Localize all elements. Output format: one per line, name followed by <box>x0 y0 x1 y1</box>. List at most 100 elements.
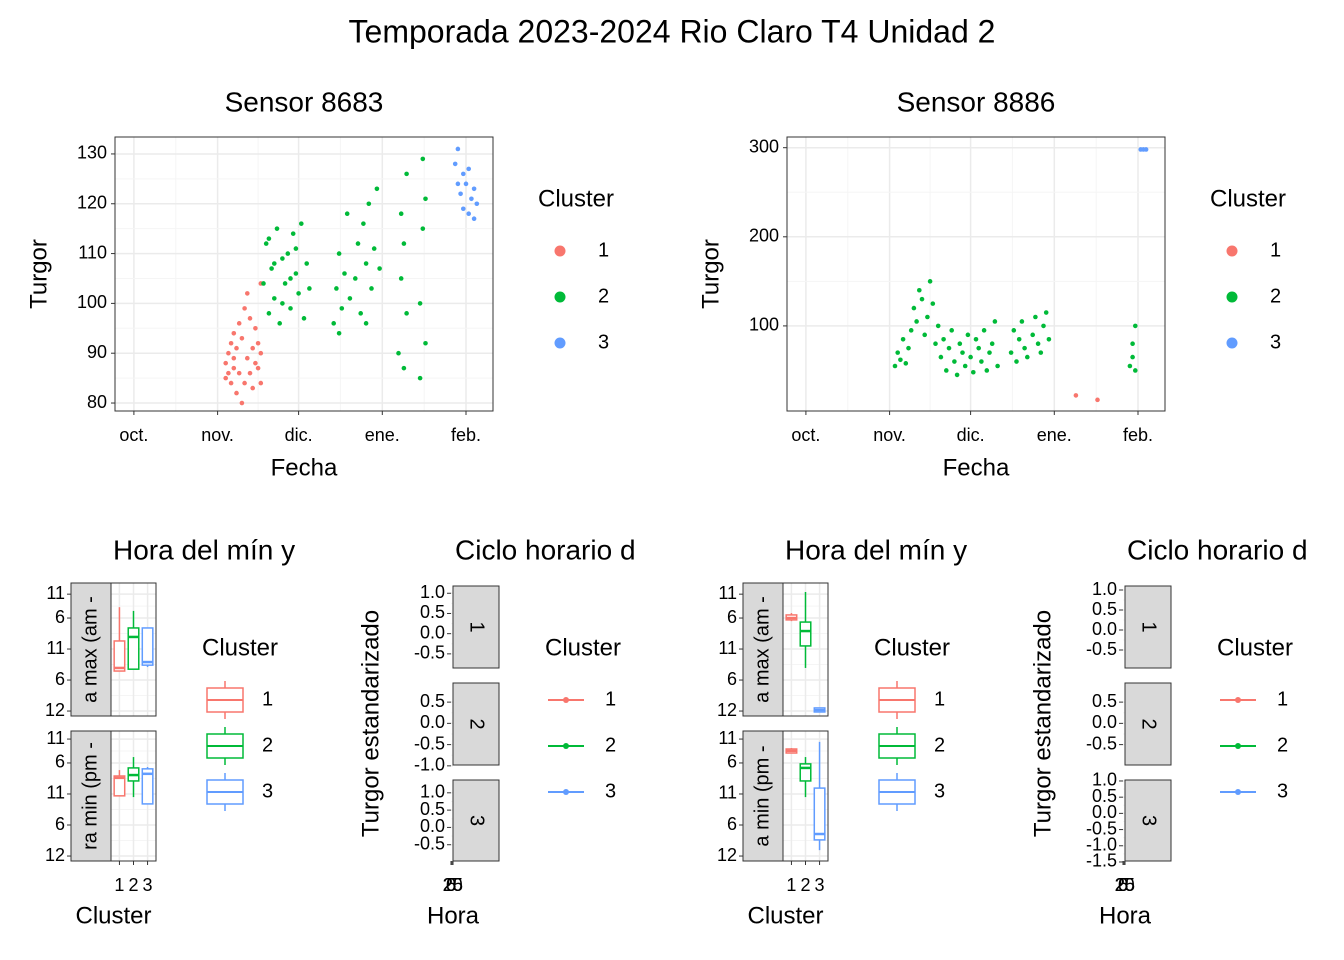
legend-label: 3 <box>605 780 616 802</box>
legend-key <box>1235 697 1241 703</box>
y-tick-label: 12 <box>717 845 737 865</box>
point <box>973 336 979 342</box>
point <box>336 330 342 336</box>
plot-border <box>782 582 829 717</box>
box <box>113 775 126 797</box>
x-tick-label: 20 <box>443 875 463 895</box>
facet-strip-label: 3 <box>466 815 488 826</box>
x-tick-label: 25 <box>443 875 463 895</box>
box <box>799 621 812 647</box>
box <box>799 763 812 782</box>
point <box>989 341 995 347</box>
y-tick-label: 6 <box>55 669 65 689</box>
point <box>965 332 971 338</box>
point <box>231 330 237 336</box>
x-tick-label: feb. <box>451 425 481 445</box>
point <box>919 296 925 302</box>
point <box>423 196 428 202</box>
point <box>223 360 228 366</box>
point <box>960 350 965 355</box>
plot-border <box>786 136 1166 412</box>
point <box>245 291 250 296</box>
plot-border <box>110 582 157 717</box>
x-tick-label: dic. <box>957 425 985 445</box>
point <box>374 186 380 192</box>
legend-title: Cluster <box>202 634 278 661</box>
point <box>250 345 255 351</box>
point <box>461 206 466 212</box>
point <box>250 385 255 391</box>
legend-label: 1 <box>262 688 273 710</box>
point <box>245 355 250 361</box>
point <box>952 359 957 364</box>
x-tick-label: 2 <box>128 875 138 895</box>
point <box>263 241 269 246</box>
y-tick-label: 90 <box>87 342 107 362</box>
point <box>1041 323 1046 329</box>
point <box>369 286 374 291</box>
y-tick-label: 100 <box>77 292 107 312</box>
point <box>396 350 401 356</box>
y-tick-label: 0.0 <box>420 622 445 642</box>
y-tick-label: 1.0 <box>1092 579 1117 599</box>
y-tick-label: 6 <box>727 669 737 689</box>
y-tick-label: 0.5 <box>1092 599 1117 619</box>
y-tick-label: 80 <box>87 392 107 412</box>
legend-label: 3 <box>1277 780 1288 802</box>
box <box>141 768 154 805</box>
point <box>255 365 261 371</box>
legend-title: Cluster <box>1210 185 1286 212</box>
facet-strip <box>1124 779 1172 862</box>
plot-border <box>114 136 494 412</box>
point <box>258 380 264 386</box>
point <box>917 287 922 293</box>
facet-strip-label: 2 <box>466 718 488 729</box>
point <box>242 380 247 386</box>
point <box>293 271 299 276</box>
y-tick-label: -0.5 <box>1086 733 1117 753</box>
point <box>377 266 382 271</box>
point <box>363 261 369 266</box>
x-tick-label: ene. <box>365 425 400 445</box>
y-tick-label: 300 <box>749 136 779 156</box>
point <box>987 350 992 355</box>
point <box>976 345 981 351</box>
point <box>334 286 339 291</box>
point <box>1033 314 1038 320</box>
y-tick-label: 1.0 <box>420 782 445 802</box>
point <box>466 211 472 217</box>
point <box>304 261 310 266</box>
point <box>272 261 277 266</box>
point <box>420 226 426 231</box>
legend-label: 2 <box>1277 734 1288 756</box>
point <box>371 246 377 251</box>
point <box>366 201 372 207</box>
point <box>288 276 293 281</box>
legend-label: 1 <box>1270 239 1281 261</box>
x-tick-label: oct. <box>119 425 148 445</box>
y-tick-label: 11 <box>718 583 737 603</box>
point <box>925 314 930 320</box>
point <box>466 166 472 172</box>
point <box>253 360 258 366</box>
point <box>938 354 944 360</box>
point <box>911 305 917 311</box>
legend-label: 1 <box>605 688 616 710</box>
point <box>946 345 952 351</box>
point <box>299 221 304 226</box>
legend-label: 1 <box>1277 688 1288 710</box>
y-tick-label: 12 <box>45 700 65 720</box>
point <box>900 336 906 342</box>
x-tick-label: ene. <box>1037 425 1072 445</box>
chart-title: Sensor 8683 <box>225 86 384 117</box>
point <box>1016 336 1022 342</box>
facet-strip-label: ra min (pm - <box>79 742 101 850</box>
point <box>452 161 458 167</box>
x-tick-label: dic. <box>285 425 313 445</box>
facet-strip <box>452 779 500 862</box>
point <box>944 368 949 373</box>
y-tick-label: -0.5 <box>414 833 445 853</box>
point <box>226 350 231 356</box>
box <box>141 627 154 666</box>
y-tick-label: 12 <box>717 700 737 720</box>
